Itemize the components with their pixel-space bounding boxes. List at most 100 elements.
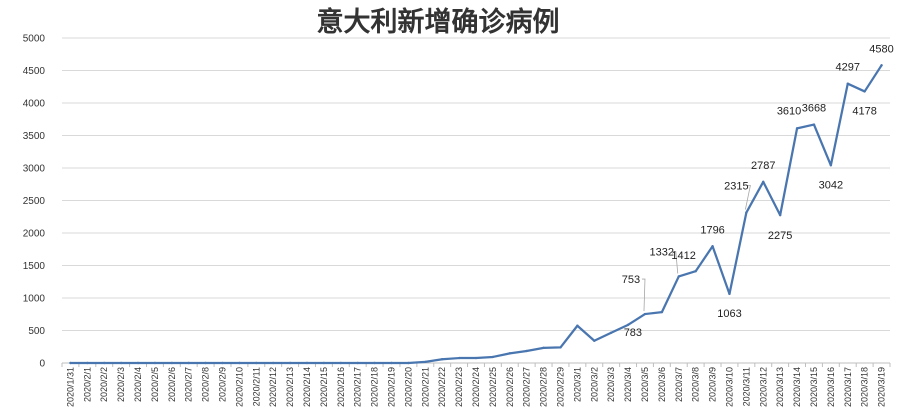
y-tick-label: 1500 bbox=[23, 261, 46, 272]
data-point bbox=[390, 361, 393, 365]
data-label: 2315 bbox=[724, 181, 748, 193]
data-label: 3668 bbox=[802, 103, 826, 115]
x-tick-label: 2020/3/2 bbox=[589, 367, 599, 402]
x-tick-label: 2020/3/11 bbox=[741, 367, 751, 406]
data-point bbox=[204, 361, 207, 365]
data-label: 2275 bbox=[768, 230, 792, 242]
data-label: 1412 bbox=[671, 250, 695, 262]
chart-title: 意大利新增确诊病例 bbox=[317, 6, 560, 38]
label-leader-line bbox=[641, 278, 646, 312]
y-axis: 0 500 1000 1500 2000 2500 3000 3500 4000 4500 5000 bbox=[23, 34, 46, 370]
x-tick-label: 2020/2/5 bbox=[150, 367, 160, 402]
data-point bbox=[103, 361, 106, 365]
x-tick-label: 2020/2/7 bbox=[184, 367, 194, 402]
y-tick-label: 500 bbox=[28, 326, 45, 337]
data-label: 3042 bbox=[819, 179, 843, 191]
data-point bbox=[728, 292, 731, 296]
x-tick-label: 2020/3/6 bbox=[657, 367, 667, 402]
data-point bbox=[474, 356, 478, 360]
x-tick-label: 2020/2/8 bbox=[201, 367, 211, 402]
data-point bbox=[305, 361, 309, 365]
x-tick-label: 2020/2/17 bbox=[353, 367, 363, 407]
x-tick-label: 2020/3/4 bbox=[623, 367, 633, 402]
x-tick-label: 2020/2/26 bbox=[505, 367, 515, 407]
x-tick-label: 2020/2/18 bbox=[370, 367, 380, 407]
y-tick-label: 2500 bbox=[23, 196, 46, 207]
x-tick-label: 2020/3/13 bbox=[775, 367, 785, 407]
x-tick-label: 2020/3/10 bbox=[724, 367, 734, 407]
data-point bbox=[288, 361, 292, 365]
data-label: 2787 bbox=[751, 160, 775, 172]
x-tick-label: 2020/2/11 bbox=[251, 367, 261, 406]
data-point bbox=[322, 361, 326, 365]
x-tick-label: 2020/2/21 bbox=[420, 367, 430, 407]
y-tick-label: 4000 bbox=[23, 99, 46, 110]
y-tick-label: 4500 bbox=[23, 66, 46, 77]
data-point bbox=[677, 275, 680, 278]
x-tick-label: 2020/3/1 bbox=[572, 367, 582, 402]
data-point bbox=[812, 123, 816, 126]
x-tick-label: 2020/3/14 bbox=[792, 367, 802, 407]
gridlines bbox=[62, 37, 890, 331]
series-line bbox=[69, 64, 883, 365]
data-point bbox=[255, 361, 258, 365]
x-tick-label: 2020/2/23 bbox=[454, 367, 464, 407]
data-point bbox=[829, 164, 833, 167]
data-point bbox=[457, 356, 461, 360]
data-point bbox=[356, 361, 359, 365]
x-tick-label: 2020/3/19 bbox=[877, 367, 887, 407]
data-point bbox=[238, 361, 241, 365]
x-tick-label: 2020/2/12 bbox=[268, 367, 278, 407]
data-point bbox=[576, 324, 579, 327]
data-point bbox=[170, 361, 174, 365]
label-leader-line bbox=[744, 185, 751, 210]
data-label: 4178 bbox=[852, 105, 876, 117]
data-point bbox=[609, 331, 613, 334]
data-point bbox=[593, 339, 596, 342]
x-axis: 2020/1/31 2020/2/1 2020/2/2 2020/2/3 2020/2/… bbox=[61, 362, 891, 407]
data-point bbox=[846, 82, 849, 85]
x-tick-label: 2020/2/15 bbox=[319, 367, 329, 407]
x-tick-label: 2020/2/24 bbox=[471, 367, 481, 407]
data-point bbox=[508, 352, 511, 355]
x-tick-label: 2020/2/9 bbox=[218, 367, 228, 402]
data-point bbox=[119, 361, 123, 365]
data-point bbox=[880, 64, 883, 67]
data-point bbox=[407, 361, 410, 365]
x-tick-label: 2020/3/5 bbox=[640, 367, 650, 402]
data-label: 3610 bbox=[777, 105, 801, 117]
x-tick-label: 2020/2/6 bbox=[167, 367, 177, 402]
y-tick-label: 2000 bbox=[23, 229, 46, 240]
data-point bbox=[694, 270, 697, 273]
data-point bbox=[778, 213, 782, 217]
x-tick-label: 2020/2/2 bbox=[99, 367, 109, 402]
data-point bbox=[441, 358, 444, 361]
data-point bbox=[221, 361, 224, 365]
x-tick-label: 2020/3/7 bbox=[674, 367, 684, 402]
x-tick-label: 2020/2/1 bbox=[82, 367, 92, 402]
data-point bbox=[153, 361, 157, 365]
x-tick-label: 2020/2/19 bbox=[387, 367, 397, 407]
data-label: 1796 bbox=[700, 224, 724, 236]
x-tick-label: 2020/2/3 bbox=[116, 367, 126, 402]
x-tick-label: 2020/3/17 bbox=[843, 367, 853, 407]
x-tick-label: 2020/3/8 bbox=[691, 367, 701, 402]
y-tick-label: 1000 bbox=[23, 294, 46, 305]
data-point bbox=[643, 312, 647, 316]
x-tick-label: 2020/3/3 bbox=[606, 367, 616, 402]
x-tick-label: 2020/3/12 bbox=[758, 367, 768, 407]
x-tick-label: 2020/2/10 bbox=[234, 367, 244, 407]
data-point bbox=[424, 360, 427, 364]
x-tick-label: 2020/1/31 bbox=[65, 367, 75, 407]
y-tick-label: 3000 bbox=[23, 164, 46, 175]
x-tick-label: 2020/2/29 bbox=[555, 367, 565, 407]
x-tick-label: 2020/2/16 bbox=[336, 367, 346, 407]
data-point bbox=[762, 180, 765, 184]
data-point bbox=[660, 310, 664, 314]
data-point bbox=[745, 211, 748, 214]
data-point bbox=[626, 323, 630, 327]
x-tick-label: 2020/2/4 bbox=[133, 367, 143, 402]
